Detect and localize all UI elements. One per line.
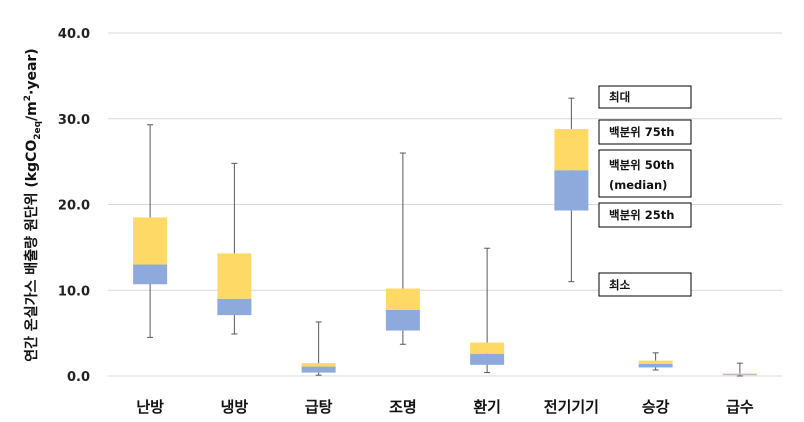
y-axis-label-suffix: ·year) bbox=[24, 48, 40, 95]
box-upper-median-q3 bbox=[217, 253, 252, 299]
annotation-min: 최소 bbox=[609, 278, 631, 292]
box-lower-q1-median bbox=[554, 170, 589, 211]
annotation-box-min bbox=[598, 272, 692, 297]
y-tick-label: 10.0 bbox=[58, 284, 90, 299]
box-upper-median-q3 bbox=[301, 363, 336, 367]
box-upper-median-q3 bbox=[722, 373, 757, 375]
x-category-label: 환기 bbox=[473, 398, 501, 416]
box-lower-q1-median bbox=[385, 309, 420, 331]
y-axis-label: 연간 온실가스 배출량 원단위 (kgCO2eq/m2·year) bbox=[23, 48, 43, 361]
annotation-box-median bbox=[598, 149, 692, 198]
x-category-label: 냉방 bbox=[221, 398, 249, 416]
box-lower-q1-median bbox=[722, 374, 757, 376]
x-category-label: 급수 bbox=[726, 398, 754, 416]
x-category-label: 조명 bbox=[389, 398, 417, 416]
annotation-box-q1 bbox=[598, 202, 692, 228]
box-lower-q1-median bbox=[301, 366, 336, 373]
box-upper-median-q3 bbox=[638, 360, 673, 364]
y-axis-label-subscript: 2eq bbox=[33, 121, 43, 140]
y-axis-label-superscript: 2 bbox=[23, 95, 33, 101]
y-tick-label: 0.0 bbox=[67, 370, 90, 385]
box-lower-q1-median bbox=[217, 298, 252, 316]
x-category-label: 난방 bbox=[136, 398, 164, 416]
x-category-label: 승강 bbox=[642, 398, 670, 416]
annotation-q1: 백분위 25th bbox=[609, 208, 674, 222]
box-upper-median-q3 bbox=[133, 217, 168, 265]
box-upper-median-q3 bbox=[385, 288, 420, 310]
y-tick-label: 40.0 bbox=[58, 27, 90, 42]
y-axis-label-mid: /m bbox=[24, 101, 40, 121]
annotation-box-q3 bbox=[598, 119, 692, 145]
x-axis-category-labels: 난방 냉방 급탕 조명 환기 전기기기 승강 급수 bbox=[136, 398, 754, 416]
x-category-label: 전기기기 bbox=[544, 398, 599, 416]
box-lower-q1-median bbox=[470, 353, 505, 365]
annotation-max: 최대 bbox=[609, 90, 630, 104]
box-upper-median-q3 bbox=[470, 342, 505, 354]
y-tick-label: 20.0 bbox=[58, 199, 90, 214]
annotation-legend: 최대 백분위 75th 백분위 50th (median) 백분위 25th 최… bbox=[598, 85, 692, 297]
annotation-median-sub: (median) bbox=[609, 178, 667, 192]
annotation-box-max bbox=[598, 85, 692, 109]
box-lower-q1-median bbox=[638, 363, 673, 368]
box-lower-q1-median bbox=[133, 264, 168, 285]
y-axis-label-prefix: 연간 온실가스 배출량 원단위 (kgCO bbox=[23, 140, 40, 362]
x-category-label: 급탕 bbox=[305, 398, 333, 416]
y-axis-tick-labels: 0.0 10.0 20.0 30.0 40.0 bbox=[58, 27, 90, 385]
annotation-median: 백분위 50th bbox=[609, 158, 674, 172]
y-tick-label: 30.0 bbox=[58, 113, 90, 128]
annotation-q3: 백분위 75th bbox=[609, 125, 674, 139]
box-upper-median-q3 bbox=[554, 129, 589, 171]
boxes bbox=[133, 129, 757, 376]
